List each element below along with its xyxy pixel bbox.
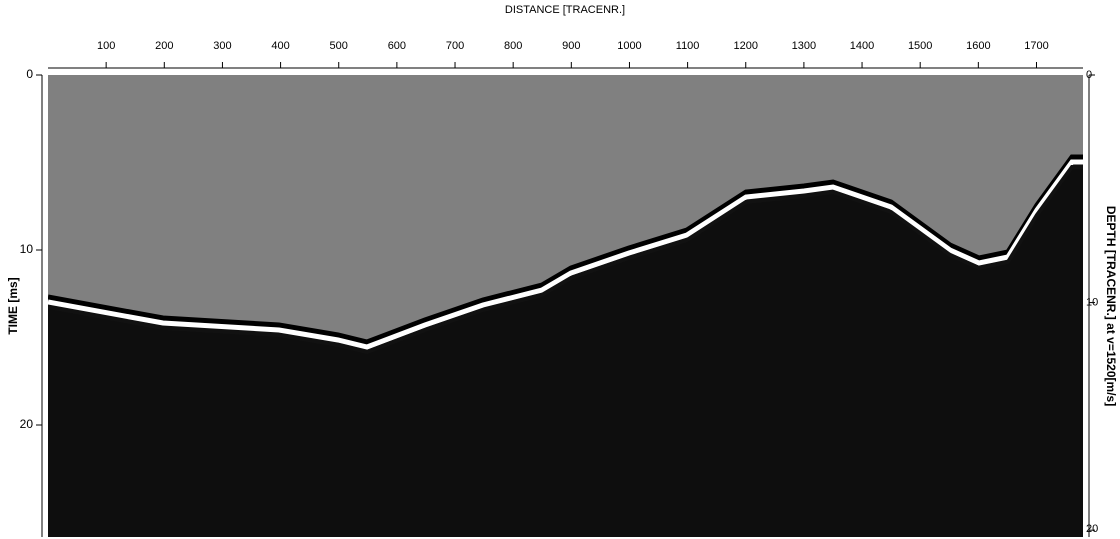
x-tick-label: 800 bbox=[504, 40, 522, 52]
x-tick-label: 1300 bbox=[792, 40, 816, 52]
x-tick-label: 1700 bbox=[1024, 40, 1048, 52]
y2-axis-title: DEPTH [TRACENR.] at v=1520[m/s] bbox=[1104, 206, 1118, 406]
surface-reflection bbox=[48, 154, 1083, 355]
x-tick-label: 1600 bbox=[966, 40, 990, 52]
x-tick-label: 100 bbox=[97, 40, 115, 52]
x-tick-label: 300 bbox=[213, 40, 231, 52]
x-tick-label: 1400 bbox=[850, 40, 874, 52]
x-axis-title: DISTANCE [TRACENR.] bbox=[505, 4, 625, 16]
y2-tick-label: 20 bbox=[1086, 523, 1098, 535]
x-tick-label: 1200 bbox=[734, 40, 758, 52]
x-tick-label: 1100 bbox=[676, 40, 700, 52]
x-tick-label: 1500 bbox=[908, 40, 932, 52]
y-tick-label: 10 bbox=[20, 242, 34, 256]
y2-tick-label: 0 bbox=[1086, 69, 1092, 81]
y-tick-label: 20 bbox=[20, 417, 34, 431]
y2-tick-label: 10 bbox=[1086, 296, 1098, 308]
x-tick-label: 900 bbox=[562, 40, 580, 52]
y-tick-label: 0 bbox=[26, 67, 33, 81]
x-tick-label: 400 bbox=[271, 40, 289, 52]
x-tick-label: 1000 bbox=[617, 40, 641, 52]
y-axis-title: TIME [ms] bbox=[6, 277, 20, 334]
x-tick-label: 700 bbox=[446, 40, 464, 52]
x-tick-label: 500 bbox=[330, 40, 348, 52]
x-tick-label: 200 bbox=[155, 40, 173, 52]
x-tick-label: 600 bbox=[388, 40, 406, 52]
